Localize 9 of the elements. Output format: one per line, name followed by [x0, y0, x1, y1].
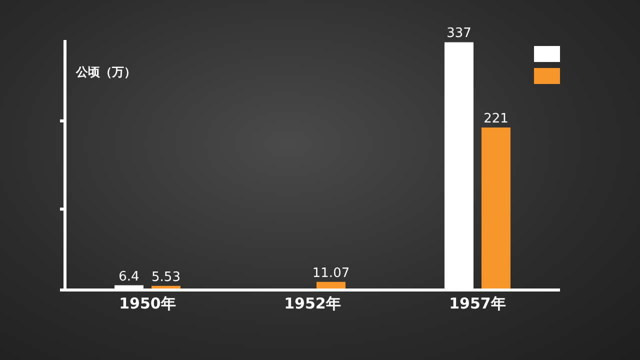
x-tick-label: 1950年 [119, 294, 176, 313]
y-axis-title: 公顷（万） [76, 64, 136, 81]
data-label: 5.53 [152, 270, 180, 285]
data-label: 337 [446, 26, 472, 42]
data-label: 6.4 [118, 269, 140, 284]
x-tick-label: 1952年 [284, 294, 341, 313]
data-label: 11.07 [312, 266, 350, 281]
data-label: 221 [484, 112, 508, 126]
x-tick-label: 1957年 [449, 294, 506, 313]
